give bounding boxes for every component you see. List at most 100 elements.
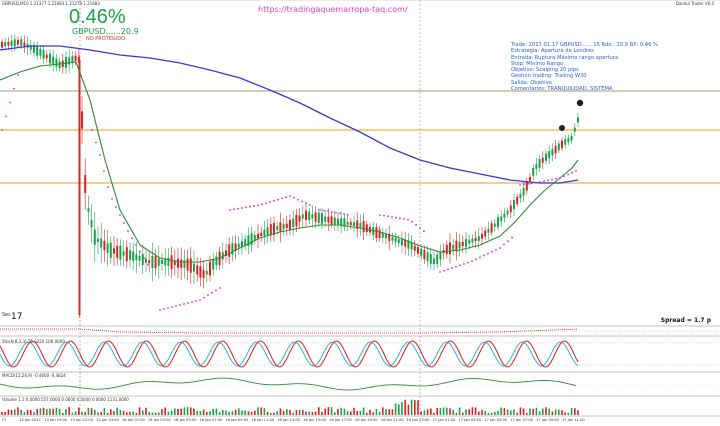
candle-body [391,236,394,241]
macd-label: MACD(12,26,9) -0.4600 -0.4824 [2,373,66,378]
candle-body [468,239,471,244]
psar-dot [5,115,7,118]
volume-bar [327,407,330,415]
volume-bar [535,407,538,415]
candle-body [445,244,448,255]
volume-bar [391,409,394,415]
volume-bar [494,411,496,415]
candle-body [359,222,362,228]
time-axis-label: 16 Jan 19:00 [354,418,378,422]
psar-dot [387,215,389,218]
psar-dot [419,227,421,229]
volume-bar [510,410,512,415]
psar-dot [309,204,311,206]
volume-bar [177,408,179,415]
volume-bar [126,412,128,415]
time-axis-label: 13 Jan 23:00 [96,418,119,422]
candle-body [116,245,119,258]
psar-dot [335,211,337,214]
website-url[interactable]: https://tradingaquemarropa-taq.com/ [258,5,408,14]
candle-body [311,214,314,219]
volume-bar [260,407,262,415]
volume-bar [52,408,54,415]
psar-dot [273,199,275,202]
volume-bar [564,412,566,415]
candle-body [186,258,189,271]
volume-bar [532,408,534,415]
psar-dot [9,101,11,104]
seconds-label: Sec [2,312,11,318]
psar-dot [229,209,231,211]
volume-bar [215,408,218,415]
time-axis-label: 17 Jan 09:00 [536,418,559,422]
psar-dot [245,206,247,209]
candle-body [461,241,464,247]
psar-dot [179,304,181,306]
candle-body [77,57,80,63]
trade-info-line: Gestión trading: Trailing W30 [511,73,587,80]
time-axis-label: 17 Jan 11:00 [561,418,585,422]
psar-dot [567,173,569,176]
volume-bar [369,409,371,415]
psar-dot [523,183,525,186]
psar-dot [499,247,501,249]
candle-body [90,220,93,228]
volume-bar [423,410,426,415]
candle-body [202,270,205,279]
volume-bar [129,411,131,415]
candle-body [260,232,263,237]
psar-dot [319,209,321,211]
candle-body [148,260,151,264]
psar-dot [257,204,259,207]
candle-body [317,212,320,223]
volume-bar [186,407,189,415]
candle-body [330,216,333,225]
psar-dot [571,171,573,174]
volume-bar [209,411,211,415]
volume-bar [276,411,278,415]
volume-bar [542,408,544,415]
candle-body [519,194,522,199]
time-axis-label: 16 Jan 07:00 [199,418,223,422]
volume-bar [33,412,35,415]
trade-info-panel: Trade: 2017.01.17 GBPUSD...... 15 Rdo.: … [511,42,658,92]
candle-body [349,222,352,226]
psar-dot [519,184,521,186]
candle-body [522,187,525,196]
candle-body [548,151,551,159]
candle-body [365,224,368,233]
volume-bar [474,407,477,415]
psar-dot [285,196,287,199]
candle-body [525,181,528,191]
psar-dot [265,202,267,205]
volume-bar [545,407,547,415]
psar-dot [395,216,397,219]
volume-bar [318,407,320,415]
volume-bar [39,408,42,415]
time-axis-label: 17 Jan 05:00 [484,418,508,422]
volume-bar [154,412,157,415]
volume-bar [106,412,109,415]
volume-bar [577,410,579,415]
volume-bar [42,407,45,415]
time-axis-label: 16 Jan 05:00 [173,418,197,422]
time-axis-label: 16 Jan 15:00 [303,418,326,422]
candle-body [129,250,131,260]
candle-body [250,233,253,246]
stochastic-label: Stoch(8,3,3) 75.3220 100.0000 [2,339,65,344]
psar-dot [187,302,189,304]
volume-bar [359,411,362,415]
psar-dot [423,230,425,233]
candle-body [436,254,439,265]
volume-bar [193,408,195,415]
volume-bar [263,408,266,415]
candle-body [516,196,519,205]
time-axis-label: 13 Jan 19:00 [44,418,68,422]
volume-bar [49,408,51,415]
candle-body [71,56,74,63]
volume-bar [382,407,384,415]
volume-bar [46,409,48,415]
time-axis-label: 16 Jan 13:00 [277,418,301,422]
psar-dot [575,169,577,172]
